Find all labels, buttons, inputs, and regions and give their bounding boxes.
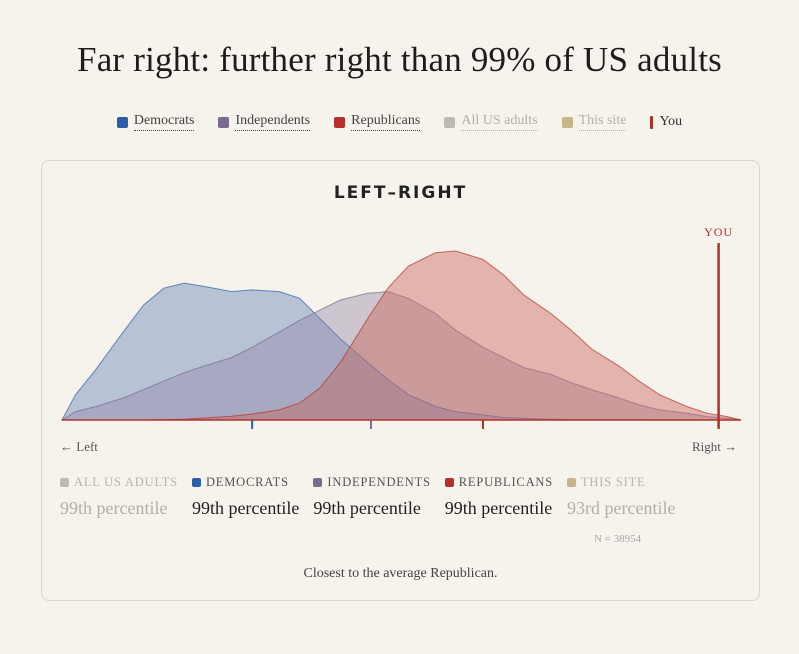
legend-item-independents[interactable]: Independents [218,113,311,131]
legend: Democrats Independents Republicans All US a… [0,113,799,131]
percentile-value-all: 99th percentile [60,498,168,518]
percentile-swatch-independents [313,478,323,487]
legend-swatch-all [444,116,456,128]
legend-item-site[interactable]: This site [561,113,627,131]
percentile-label-site: THIS SITE [580,475,646,489]
legend-label-democrats: Democrats [133,113,195,131]
legend-item-all[interactable]: All US adults [444,113,538,131]
legend-swatch-democrats [116,116,128,128]
percentile-swatch-site [566,478,576,487]
legend-label-independents: Independents [235,113,311,131]
chart-title: LEFT–RIGHT [333,183,468,203]
percentile-value-site: 93rd percentile [566,498,676,518]
area-independents [60,291,742,421]
legend-swatch-independents [218,116,230,128]
legend-label-you: You [659,113,683,129]
page-title: Far right: further right than 99% of US … [77,40,722,79]
you-marker-label: YOU [704,225,733,239]
distribution-chart: YOU [60,225,742,429]
percentile-all: ALL US ADULTS 99th percentile [60,475,178,519]
percentile-label-democrats: DEMOCRATS [205,475,289,489]
percentile-value-independents: 99th percentile [313,498,421,518]
percentile-site: THIS SITE 93rd percentile [566,475,676,519]
percentile-republicans: REPUBLICANS 99th percentile [444,475,553,519]
legend-label-site: This site [578,113,627,131]
legend-swatch-site [561,116,573,128]
legend-item-republicans[interactable]: Republicans [334,113,421,131]
percentile-independents: INDEPENDENTS 99th percentile [313,475,430,519]
axis-label-left: ← Left [60,439,98,454]
percentile-row: ALL US ADULTS 99th percentile DEMOCRATS 99t… [60,475,689,519]
legend-label-republicans: Republicans [351,113,421,131]
percentile-swatch-all [60,478,69,487]
percentile-label-republicans: REPUBLICANS [458,475,553,489]
legend-item-democrats[interactable]: Democrats [116,113,195,131]
legend-swatch-you [650,115,654,129]
legend-label-all: All US adults [461,113,538,131]
percentile-label-independents: INDEPENDENTS [327,475,431,489]
percentile-label-all: ALL US ADULTS [74,475,178,489]
percentile-value-democrats: 99th percentile [191,498,300,518]
percentile-value-republicans: 99th percentile [444,498,553,518]
legend-item-you[interactable]: You [650,113,682,131]
percentile-democrats: DEMOCRATS 99th percentile [191,475,300,519]
chart-card: LEFT–RIGHT YOU ← Left Right → ALL US ADU… [41,160,760,601]
legend-swatch-republicans [334,116,346,128]
axis-label-right: Right → [692,439,738,454]
sample-size-note: N = 38954 [594,533,642,545]
percentile-swatch-democrats [191,478,201,487]
percentile-swatch-republicans [444,478,454,487]
closest-group-note: Closest to the average Republican. [303,566,498,581]
